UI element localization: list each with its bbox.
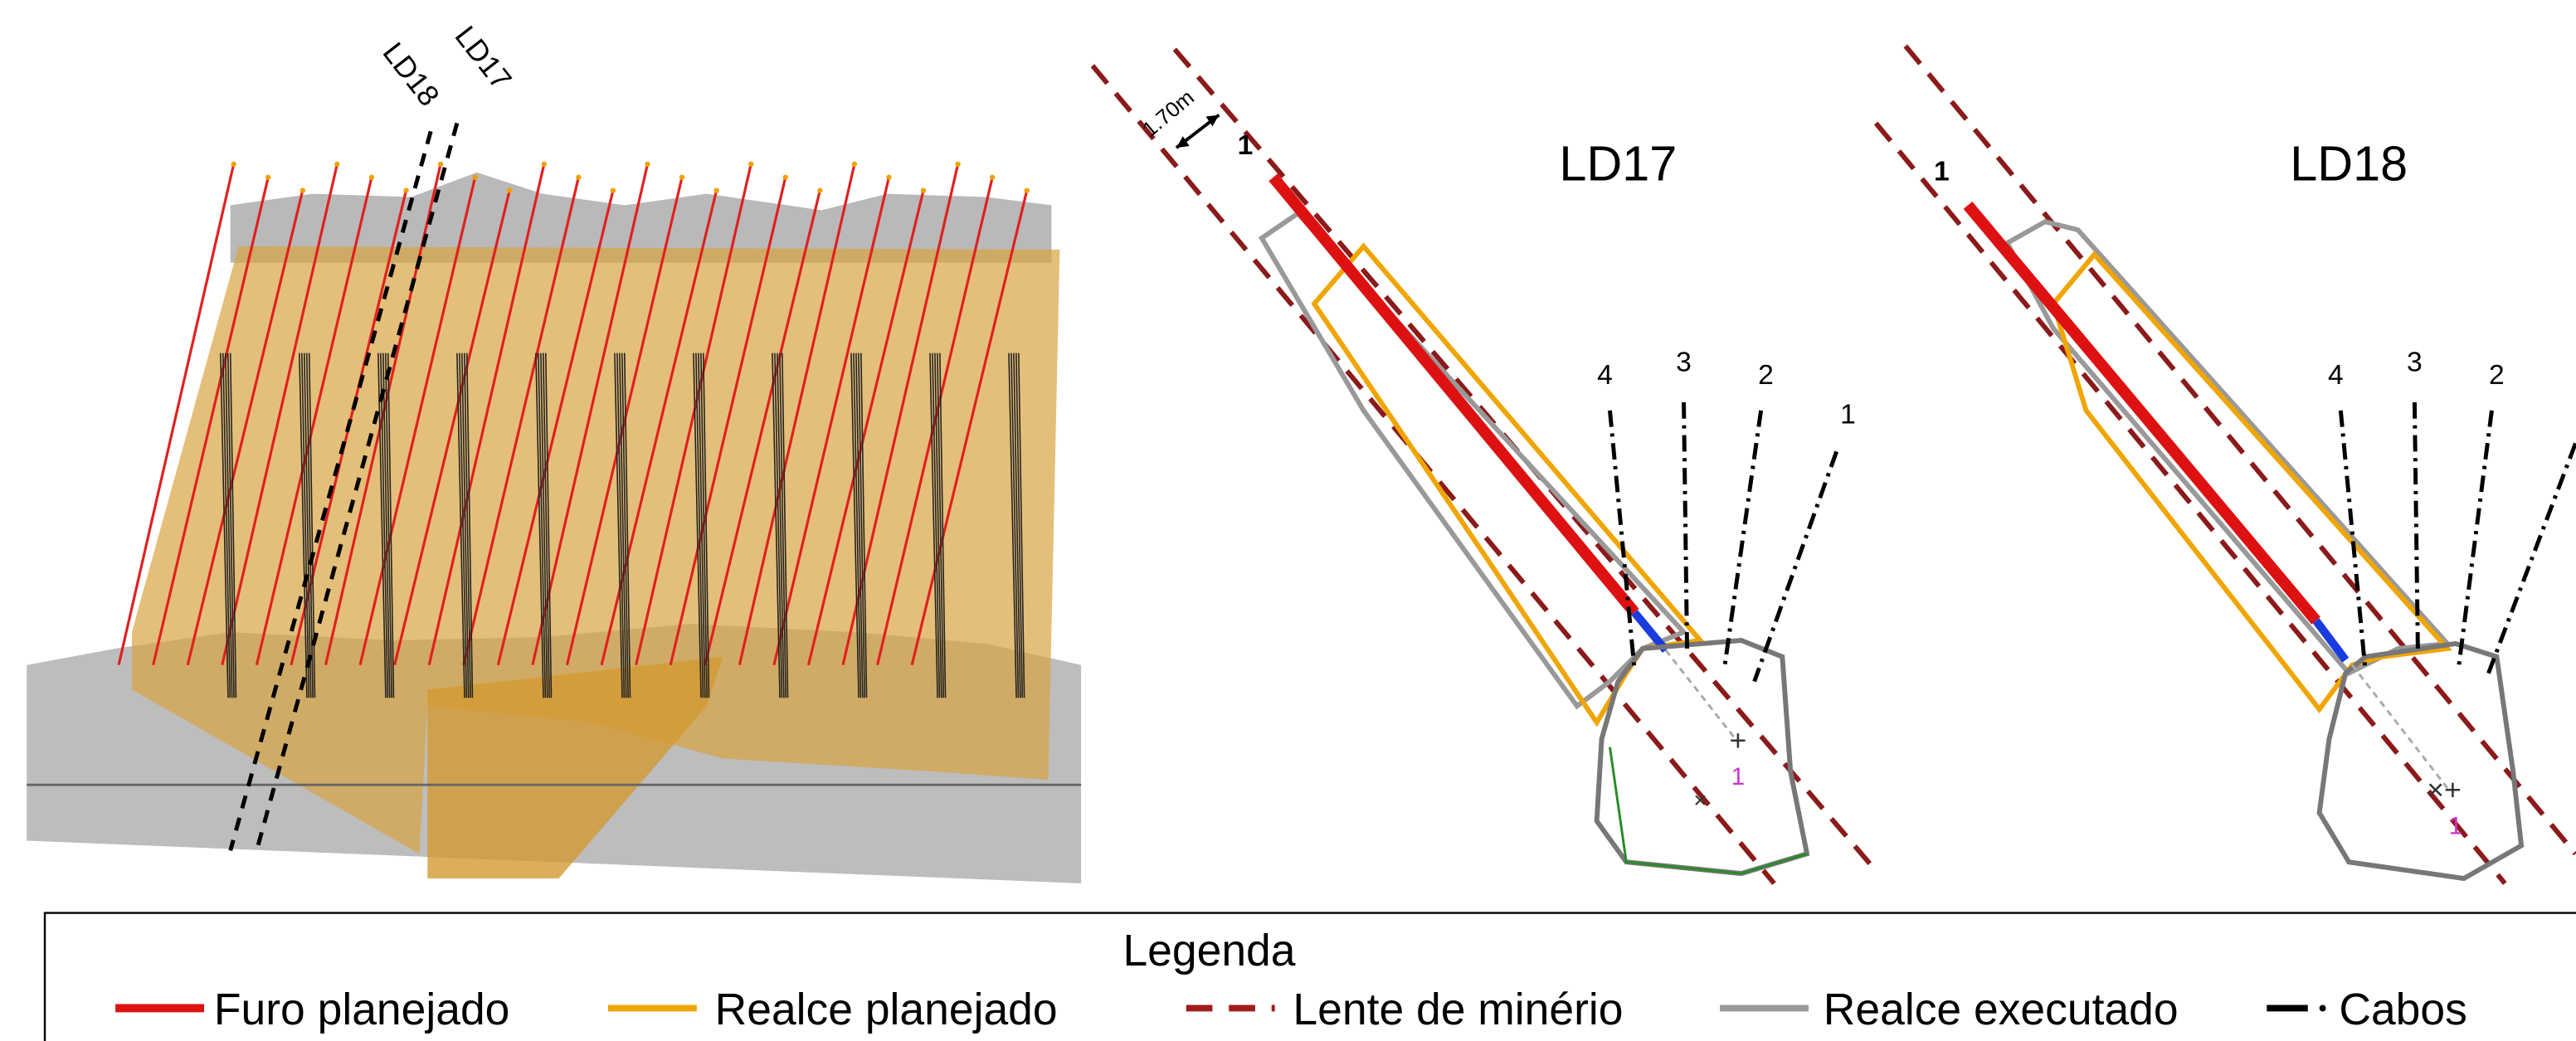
cable-label: 4: [1597, 360, 1613, 391]
hole-collar: [576, 175, 581, 180]
cable: [1684, 402, 1687, 649]
axis-line: [2352, 665, 2447, 788]
marker: ×: [1693, 787, 1707, 813]
legend-swatch: [2320, 1005, 2326, 1011]
hole-collar: [955, 162, 960, 167]
ore-lens: [1906, 46, 2576, 854]
legend: Legenda Furo planejado Realce planejado …: [45, 913, 2576, 1041]
hole-collar: [507, 187, 512, 192]
cable-label: 3: [2407, 347, 2423, 377]
hole-collar: [713, 187, 718, 192]
hole-collar: [645, 162, 650, 167]
hole-collar: [748, 162, 753, 167]
legend-item: Furo planejado: [214, 985, 510, 1034]
marker: +: [1729, 724, 1746, 757]
hole-collar: [334, 162, 339, 167]
hole-collar: [542, 162, 547, 167]
section-title: LD17: [1559, 136, 1677, 192]
hole-collar: [403, 187, 408, 192]
drift-survey: [1609, 747, 1807, 873]
figure: LD18 LD17 + × 4 3 2 1 1 1.70m 1 LD17: [0, 0, 2576, 1041]
legend-item: Cabos: [2339, 985, 2466, 1034]
hole-collar: [611, 187, 616, 192]
cable-label: 2: [2489, 360, 2505, 391]
section-ld17: + × 4 3 2 1 1 1.70m 1 LD17: [1093, 49, 1872, 883]
drift-profile: [2320, 644, 2521, 878]
3d-view: LD18 LD17: [27, 20, 1081, 883]
hole-collar: [369, 175, 374, 180]
hole-collar: [852, 162, 857, 167]
hole-collar: [886, 175, 891, 180]
point-label: 1: [2449, 813, 2463, 840]
spacing-label: 1.70m: [1138, 85, 1199, 141]
point-label: 1: [1731, 763, 1746, 790]
hole-collar: [438, 162, 443, 167]
marker: ×+: [2427, 773, 2462, 806]
hole-collar: [300, 187, 305, 192]
cable-label: 1: [1840, 400, 1856, 431]
legend-item: Lente de minério: [1293, 985, 1623, 1034]
cable: [2489, 443, 2576, 673]
cable: [1755, 451, 1837, 681]
legend-title: Legenda: [1122, 927, 1295, 975]
hole-collar: [783, 175, 788, 180]
hole-collar: [1025, 187, 1030, 192]
cable-label: 4: [2328, 360, 2344, 391]
planned-stope: [2053, 255, 2447, 709]
hole-collar: [679, 175, 684, 180]
drift-profile: [1597, 640, 1807, 873]
section-label: LD17: [449, 20, 519, 96]
section-label: LD18: [377, 36, 446, 113]
section-ld18: ×+ 4 3 2 1 1 LD18: [1876, 46, 2575, 883]
cable: [2459, 411, 2492, 665]
cable-label: 2: [1758, 360, 1774, 391]
section-title: LD18: [2290, 136, 2408, 192]
executed-stope: [2008, 221, 2448, 673]
hole-collar: [990, 175, 995, 180]
hole-collar: [231, 162, 236, 167]
hole-label: 1: [1934, 157, 1950, 187]
cable: [1725, 411, 1761, 665]
hole-collar: [472, 175, 477, 180]
executed-stope: [1262, 213, 1684, 706]
hole-label: 1: [1238, 130, 1254, 161]
hole-collar: [817, 187, 822, 192]
hole-collar: [921, 187, 926, 192]
legend-item: Realce planejado: [715, 985, 1058, 1034]
planned-hole: [1273, 178, 1634, 613]
ore-lens: [1876, 123, 2505, 883]
legend-item: Realce executado: [1824, 985, 2179, 1034]
hole-collar: [265, 175, 270, 180]
page: {"view3d": {"labels": ["LD18", "LD17"]},…: [0, 0, 2576, 1041]
planned-hole: [1968, 205, 2316, 620]
cable-label: 3: [1676, 347, 1692, 377]
